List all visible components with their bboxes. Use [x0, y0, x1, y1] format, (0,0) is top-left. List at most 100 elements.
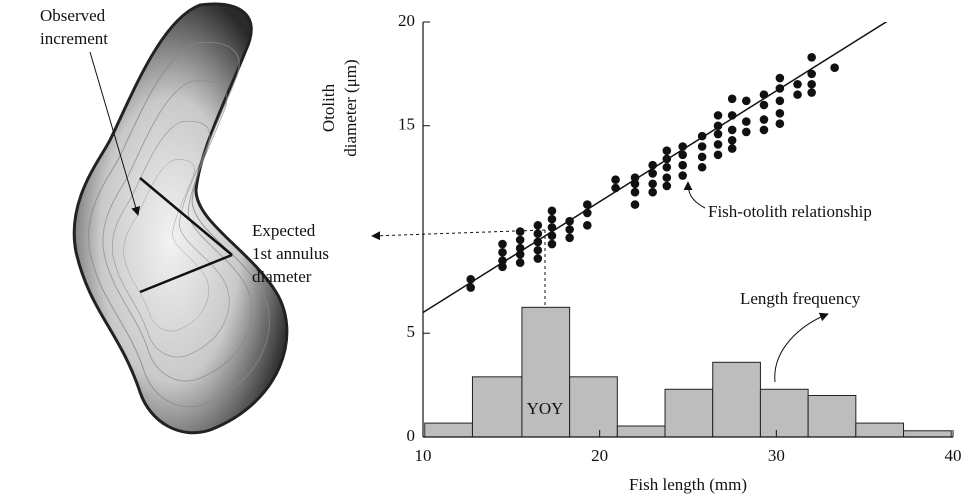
data-point [759, 115, 769, 124]
histogram-bar [712, 361, 761, 438]
annotation: Expected [252, 221, 316, 240]
histogram-bar [807, 395, 857, 438]
data-point [648, 160, 657, 170]
data-point [775, 84, 785, 93]
histogram-bar [521, 306, 571, 438]
data-point [727, 125, 737, 135]
data-point [775, 119, 785, 128]
data-point [547, 206, 557, 216]
data-point [533, 245, 543, 255]
data-point [713, 121, 723, 131]
data-point [648, 179, 657, 189]
data-point [547, 214, 557, 224]
data-point [547, 239, 557, 249]
data-point [515, 243, 525, 253]
data-point [662, 162, 672, 172]
data-point [630, 200, 640, 209]
histogram-bar [759, 388, 809, 438]
histogram-bar [471, 376, 523, 438]
increment-arrow [89, 51, 141, 216]
data-point [611, 175, 620, 184]
data-point [678, 142, 687, 151]
data-point [648, 169, 657, 178]
data-point [533, 221, 543, 230]
y-tick-label: 0 [407, 426, 416, 445]
data-point [515, 227, 525, 236]
data-point [727, 111, 737, 120]
data-point [727, 94, 737, 104]
annotation: Observed [40, 6, 106, 25]
histogram-bar [569, 376, 618, 438]
histogram-bar [664, 388, 714, 438]
data-point [742, 117, 751, 126]
y-axis-label: diameter (μm) [341, 59, 360, 156]
data-point [727, 144, 737, 153]
data-point [759, 90, 769, 99]
data-point [697, 162, 707, 172]
data-point [713, 111, 723, 120]
x-axis-label: Fish length (mm) [629, 475, 747, 494]
annulus-pointer [139, 253, 233, 294]
data-point [565, 216, 574, 226]
y-tick-label: 5 [407, 322, 416, 341]
data-point [697, 142, 707, 151]
data-point [807, 52, 816, 62]
x-tick-label: 40 [945, 446, 962, 465]
x-tick-label: 10 [415, 446, 432, 465]
data-point [498, 262, 507, 272]
diameter-guide [371, 229, 546, 241]
data-point [515, 235, 525, 245]
data-point [793, 90, 802, 99]
data-point [793, 79, 802, 89]
annotation: Fish-otolith relationship [708, 202, 872, 221]
y-tick-label: 15 [398, 115, 415, 134]
data-point [713, 150, 723, 160]
frequency-arrow [774, 312, 829, 383]
annotation: diameter [252, 267, 312, 286]
data-point [565, 233, 574, 243]
data-point [697, 152, 707, 162]
data-point [565, 225, 574, 234]
data-point [630, 179, 640, 189]
data-point [662, 173, 672, 182]
otolith-image [72, 2, 289, 435]
data-point [611, 183, 620, 193]
data-point [533, 229, 543, 238]
data-point [775, 73, 785, 83]
data-point [678, 160, 687, 170]
data-point [547, 231, 557, 241]
data-point [775, 96, 785, 106]
annotation: increment [40, 29, 108, 48]
data-point [697, 131, 707, 141]
data-point [807, 79, 816, 89]
data-point [742, 127, 751, 137]
data-point [498, 256, 507, 265]
data-point [630, 173, 640, 182]
histogram-bar [424, 422, 473, 438]
data-point [466, 283, 476, 292]
y-tick-label: 20 [398, 11, 415, 30]
data-point [515, 258, 525, 268]
x-tick-label: 30 [768, 446, 785, 465]
data-point [678, 150, 687, 160]
annotation: 1st annulus [252, 244, 329, 263]
data-point [583, 221, 592, 230]
data-point [630, 187, 640, 197]
data-point [583, 208, 592, 218]
data-point [498, 248, 507, 257]
x-tick-label: 20 [591, 446, 608, 465]
data-point [775, 109, 785, 118]
data-point [648, 187, 657, 197]
data-point [515, 250, 525, 259]
data-point [742, 96, 751, 106]
data-point [830, 63, 839, 72]
data-point [466, 275, 476, 284]
histogram-bar [903, 430, 952, 438]
data-point [713, 140, 723, 149]
y-axis-label: Otolith [319, 83, 338, 132]
data-point [533, 254, 543, 263]
data-point [662, 181, 672, 191]
histogram-bar [616, 425, 666, 438]
